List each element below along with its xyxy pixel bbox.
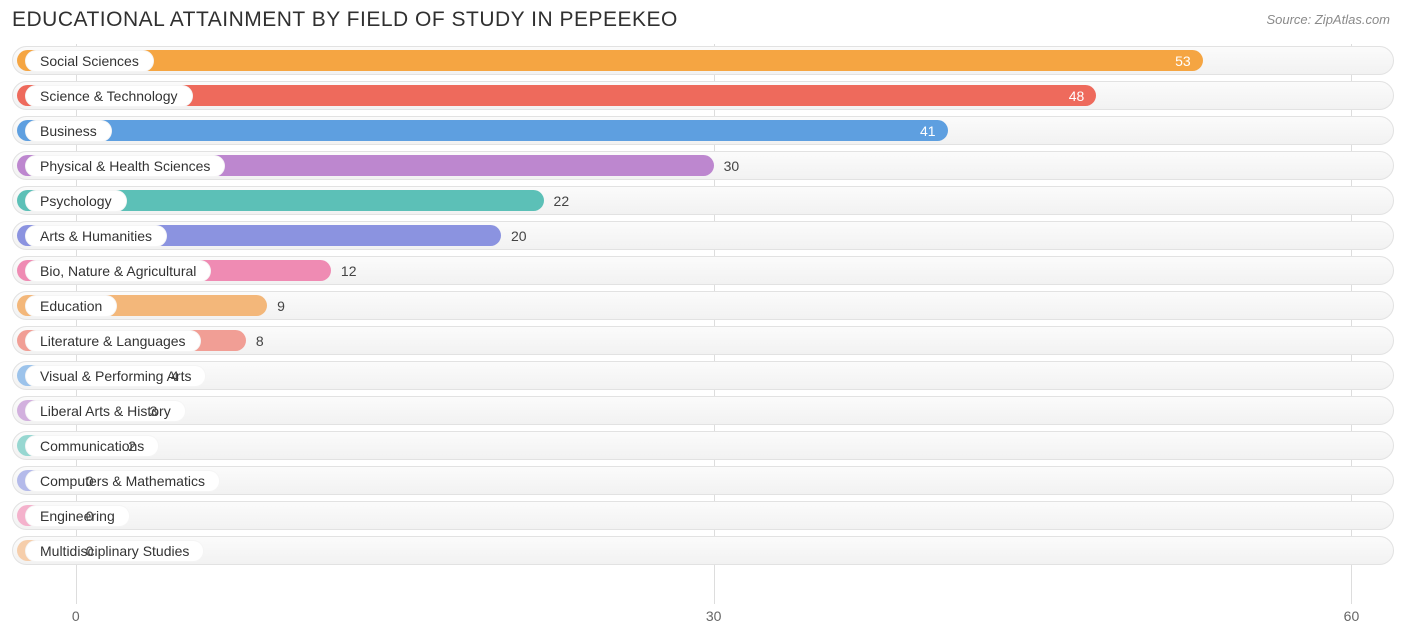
- x-tick: 30: [706, 608, 722, 624]
- bar-label-pill: Science & Technology: [25, 85, 193, 107]
- bar-row: Education 9: [12, 289, 1394, 322]
- bar-label-pill: Multidisciplinary Studies: [25, 540, 204, 562]
- bar-label-pill: Literature & Languages: [25, 330, 201, 352]
- bar-value: 20: [511, 228, 527, 244]
- bar-row: Social Sciences 53: [12, 44, 1394, 77]
- bar-value: 8: [256, 333, 264, 349]
- bar-row: Multidisciplinary Studies0: [12, 534, 1394, 567]
- bar: [17, 50, 1203, 71]
- bar-chart: Social Sciences53Science & Technology48B…: [12, 44, 1394, 604]
- bar-value: 0: [86, 473, 94, 489]
- bar-row: Liberal Arts & History3: [12, 394, 1394, 427]
- bar-row: Arts & Humanities 20: [12, 219, 1394, 252]
- source-attribution: Source: ZipAtlas.com: [1266, 8, 1390, 27]
- bar-value: 3: [150, 403, 158, 419]
- bar-row: Computers & Mathematics0: [12, 464, 1394, 497]
- bar-value: 53: [1175, 53, 1191, 69]
- bar-label-pill: Bio, Nature & Agricultural: [25, 260, 211, 282]
- bar-value: 2: [128, 438, 136, 454]
- bar-row: Science & Technology 48: [12, 79, 1394, 112]
- bar-label-pill: Visual & Performing Arts: [25, 365, 206, 387]
- bar-value: 48: [1069, 88, 1085, 104]
- bar-label-pill: Liberal Arts & History: [25, 400, 186, 422]
- bar-label-pill: Psychology: [25, 190, 127, 212]
- bar-value: 22: [554, 193, 570, 209]
- bar-row: Physical & Health Sciences 30: [12, 149, 1394, 182]
- bar-row: Visual & Performing Arts4: [12, 359, 1394, 392]
- bar-label-pill: Engineering: [25, 505, 130, 527]
- bar: [17, 120, 948, 141]
- bar-track: [12, 501, 1394, 530]
- bar-track: [12, 396, 1394, 425]
- bar-label-pill: Physical & Health Sciences: [25, 155, 225, 177]
- bar-row: Engineering0: [12, 499, 1394, 532]
- bar-row: Literature & Languages 8: [12, 324, 1394, 357]
- bar-value: 0: [86, 508, 94, 524]
- bar-value: 12: [341, 263, 357, 279]
- bar-label-pill: Computers & Mathematics: [25, 470, 220, 492]
- bar-label-pill: Social Sciences: [25, 50, 154, 72]
- bar-row: Psychology 22: [12, 184, 1394, 217]
- bar-value: 0: [86, 543, 94, 559]
- x-axis: 0 30 60: [12, 608, 1394, 626]
- x-tick: 60: [1344, 608, 1360, 624]
- bar-value: 30: [724, 158, 740, 174]
- bar-label-pill: Education: [25, 295, 117, 317]
- header: EDUCATIONAL ATTAINMENT BY FIELD OF STUDY…: [0, 0, 1406, 32]
- bar-track: [12, 361, 1394, 390]
- bar-label-pill: Business: [25, 120, 112, 142]
- bar-row: Business 41: [12, 114, 1394, 147]
- x-tick: 0: [72, 608, 80, 624]
- bar-row: Bio, Nature & Agricultural 12: [12, 254, 1394, 287]
- chart-title: EDUCATIONAL ATTAINMENT BY FIELD OF STUDY…: [12, 8, 678, 32]
- bar-row: Communications2: [12, 429, 1394, 462]
- bar-label-pill: Communications: [25, 435, 159, 457]
- bar-track: [12, 431, 1394, 460]
- bar-value: 4: [171, 368, 179, 384]
- bar-label-pill: Arts & Humanities: [25, 225, 167, 247]
- bar-track: [12, 536, 1394, 565]
- bar-value: 41: [920, 123, 936, 139]
- bar-value: 9: [277, 298, 285, 314]
